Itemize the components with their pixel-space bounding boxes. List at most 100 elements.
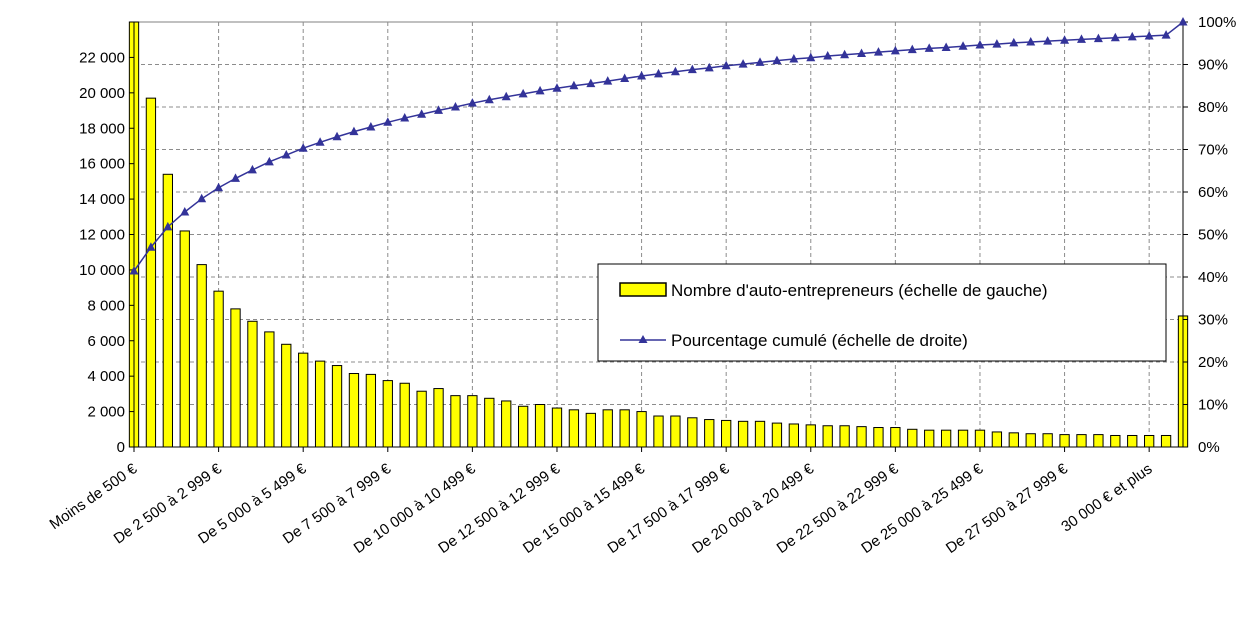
line-point-marker bbox=[552, 83, 562, 92]
line-point-marker bbox=[941, 42, 951, 51]
line-point-marker bbox=[197, 193, 207, 203]
y-tick-label-left: 8 000 bbox=[87, 297, 125, 314]
line-point-marker bbox=[146, 242, 156, 251]
y-tick-label-right: 0% bbox=[1198, 439, 1220, 456]
bar bbox=[1110, 434, 1121, 448]
line-point-marker bbox=[789, 53, 799, 63]
y-tick-label-right: 100% bbox=[1198, 14, 1236, 31]
y-tick-label-left: 6 000 bbox=[87, 333, 125, 350]
line-point-marker bbox=[1178, 17, 1188, 26]
line-point-marker bbox=[637, 70, 647, 80]
y-tick-label-right: 10% bbox=[1198, 397, 1228, 414]
bar bbox=[501, 400, 512, 448]
bar bbox=[940, 429, 952, 448]
y-tick-label-right: 70% bbox=[1198, 142, 1228, 159]
bar bbox=[602, 409, 613, 448]
line-point-marker bbox=[1043, 36, 1053, 45]
legend-swatch-marker bbox=[638, 335, 648, 343]
bar bbox=[230, 308, 241, 448]
line-point-marker bbox=[484, 94, 494, 104]
y-tick-label-left: 2 000 bbox=[87, 404, 125, 421]
line-point-marker bbox=[180, 206, 190, 216]
line-series bbox=[129, 17, 1188, 275]
bar bbox=[1093, 434, 1104, 448]
bar bbox=[1160, 434, 1172, 448]
bar bbox=[991, 431, 1003, 448]
line-point-marker bbox=[1009, 37, 1019, 47]
line-point-marker bbox=[417, 109, 427, 118]
line-point-marker bbox=[315, 137, 325, 146]
line-point-marker bbox=[349, 126, 359, 136]
legend-label-bar: Nombre d'auto-entrepreneurs (échelle de … bbox=[671, 281, 1048, 300]
bar bbox=[568, 409, 580, 448]
bar bbox=[399, 382, 410, 448]
bar bbox=[1127, 434, 1138, 448]
y-tick-label-left: 12 000 bbox=[79, 227, 125, 244]
line-point-marker bbox=[890, 45, 900, 55]
bar bbox=[890, 427, 901, 448]
bar bbox=[551, 407, 563, 448]
line-point-marker bbox=[298, 143, 308, 152]
bar bbox=[907, 428, 918, 448]
bar bbox=[484, 397, 495, 448]
bar bbox=[196, 264, 207, 448]
line-point-marker bbox=[1076, 34, 1086, 43]
line-point-marker bbox=[586, 78, 596, 88]
line-point-marker bbox=[1144, 31, 1154, 40]
line-point-marker bbox=[840, 49, 850, 59]
y-tick-label-left: 10 000 bbox=[79, 262, 125, 279]
bar bbox=[1025, 433, 1036, 448]
bar bbox=[974, 429, 986, 448]
line-point-marker bbox=[992, 39, 1002, 48]
line-point-marker bbox=[231, 173, 241, 182]
bar bbox=[873, 427, 884, 448]
line-point-marker bbox=[467, 98, 477, 107]
line-point-marker bbox=[1161, 30, 1171, 39]
bar bbox=[1008, 432, 1019, 448]
line-point-marker bbox=[1060, 35, 1070, 44]
bar bbox=[771, 422, 783, 448]
y-tick-label-left: 14 000 bbox=[79, 191, 125, 208]
line-point-marker bbox=[975, 39, 985, 49]
line-point-marker bbox=[1026, 36, 1036, 46]
y-tick-label-right: 60% bbox=[1198, 184, 1228, 201]
bar bbox=[213, 290, 224, 448]
line-point-marker bbox=[1127, 31, 1137, 41]
bar bbox=[788, 423, 800, 448]
line-point-marker bbox=[518, 88, 528, 98]
y-tick-label-right: 40% bbox=[1198, 269, 1228, 286]
bar bbox=[467, 395, 478, 448]
line-point-marker bbox=[163, 221, 173, 231]
y-tick-label-left: 22 000 bbox=[79, 49, 125, 66]
bar bbox=[721, 419, 732, 448]
line-point-marker bbox=[434, 105, 444, 114]
line-point-marker bbox=[620, 73, 630, 83]
bar bbox=[517, 405, 529, 448]
line-point-marker bbox=[603, 76, 613, 85]
line-point-marker bbox=[772, 55, 782, 65]
line-point-marker bbox=[535, 85, 545, 95]
legend-box bbox=[597, 263, 1167, 362]
bar bbox=[281, 343, 292, 448]
line-point-marker bbox=[214, 182, 224, 192]
y-tick-label-left: 16 000 bbox=[79, 156, 125, 173]
line-point-marker bbox=[366, 121, 376, 131]
line-point-marker bbox=[129, 266, 139, 275]
bar bbox=[737, 420, 749, 448]
line-point-marker bbox=[670, 66, 680, 76]
y-tick-label-right: 90% bbox=[1198, 57, 1228, 74]
line-point-marker bbox=[687, 64, 697, 74]
line-point-marker bbox=[400, 113, 410, 122]
line-point-marker bbox=[450, 102, 460, 111]
bar bbox=[264, 331, 275, 448]
bar bbox=[670, 415, 681, 448]
line-point-marker bbox=[704, 62, 714, 72]
y-tick-label-left: 18 000 bbox=[79, 120, 125, 137]
bar bbox=[704, 419, 715, 448]
gridlines bbox=[133, 21, 1184, 448]
y-tick-label-left: 0 bbox=[117, 439, 125, 456]
line-point-marker bbox=[738, 59, 748, 68]
line-point-marker bbox=[654, 68, 663, 78]
